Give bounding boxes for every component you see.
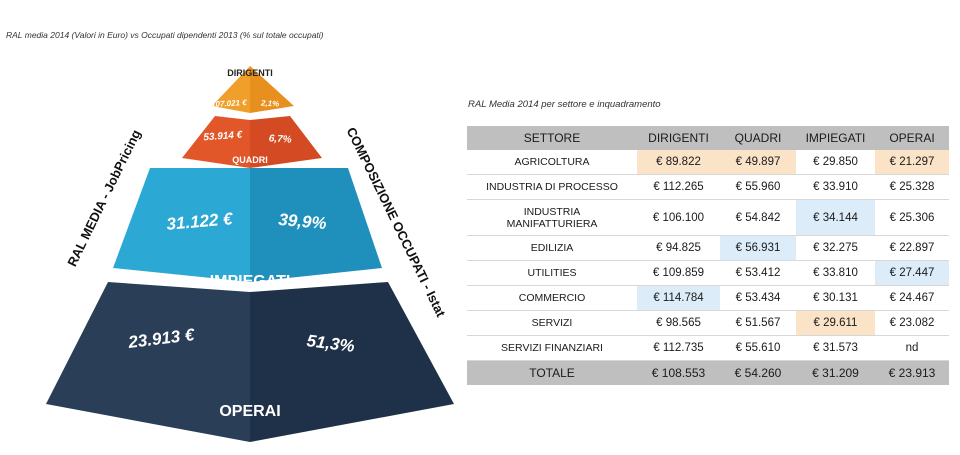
- table-cell: € 34.144: [796, 200, 875, 236]
- tier-operai-name: OPERAI: [219, 403, 280, 420]
- table-total-row: TOTALE € 108.553 € 54.260 € 31.209 € 23.913: [467, 361, 949, 385]
- table-cell: € 56.931: [720, 236, 796, 261]
- tier-quadri-name: QUADRI: [232, 155, 268, 165]
- table-cell: € 23.082: [875, 311, 949, 336]
- table-cell: € 29.850: [796, 150, 875, 175]
- table-cell: € 53.434: [720, 286, 796, 311]
- table-cell: € 25.328: [875, 175, 949, 200]
- table-row: SERVIZI € 98.565 € 51.567 € 29.611 € 23.082: [467, 311, 949, 336]
- table-cell: € 51.567: [720, 311, 796, 336]
- header-quadri: QUADRI: [720, 126, 796, 150]
- table-row: AGRICOLTURA € 89.822 € 49.897 € 29.850 € 21.…: [467, 150, 949, 175]
- tier-quadri-right-face: [250, 116, 322, 168]
- table-cell: € 55.960: [720, 175, 796, 200]
- header-operai: OPERAI: [875, 126, 949, 150]
- pyramid-chart: DIRIGENTI 107.021 € 2,1% QUADRI 53.914 € 6,7%…: [0, 0, 460, 455]
- table-cell: € 31.573: [796, 336, 875, 361]
- tier-dirigenti-left-face: [212, 66, 250, 113]
- tier-impiegati-left-face: [113, 168, 250, 282]
- chart-caption: RAL media 2014 (Valori in Euro) vs Occup…: [6, 30, 324, 40]
- table-header-row: SETTORE DIRIGENTI QUADRI IMPIEGATI OPERA…: [467, 126, 949, 150]
- tier-operai-left-face: [46, 282, 250, 442]
- total-cell: € 108.553: [637, 361, 720, 385]
- sector-label: SERVIZI FINANZIARI: [467, 336, 637, 361]
- table-cell: € 55.610: [720, 336, 796, 361]
- table-title: RAL Media 2014 per settore e inquadramen…: [468, 99, 661, 110]
- table-cell: € 94.825: [637, 236, 720, 261]
- tier-dirigenti-right-face: [250, 66, 294, 113]
- tier-dirigenti-name: DIRIGENTI: [227, 68, 273, 78]
- table-cell: € 109.859: [637, 261, 720, 286]
- table-row: INDUSTRIA DI PROCESSO € 112.265 € 55.960 € …: [467, 175, 949, 200]
- total-cell: € 54.260: [720, 361, 796, 385]
- tier-impiegati-share-label: 39,9%: [278, 210, 328, 233]
- table-cell: € 33.910: [796, 175, 875, 200]
- pyramid-svg: DIRIGENTI 107.021 € 2,1% QUADRI 53.914 € 6,7%…: [46, 66, 454, 442]
- table-cell: € 24.467: [875, 286, 949, 311]
- sector-label: INDUSTRIA MANIFATTURIERA: [467, 200, 637, 236]
- sector-label: AGRICOLTURA: [467, 150, 637, 175]
- sector-label: EDILIZIA: [467, 236, 637, 261]
- header-settore: SETTORE: [467, 126, 637, 150]
- table-cell: € 106.100: [637, 200, 720, 236]
- tier-quadri-left-face: [182, 116, 250, 168]
- table-cell: € 22.897: [875, 236, 949, 261]
- sector-label: UTILITIES: [467, 261, 637, 286]
- table-cell: € 29.611: [796, 311, 875, 336]
- table-cell: € 54.842: [720, 200, 796, 236]
- tier-impiegati-name: IMPIEGATI: [210, 273, 291, 290]
- sector-label: SERVIZI: [467, 311, 637, 336]
- sector-label: INDUSTRIA DI PROCESSO: [467, 175, 637, 200]
- tier-quadri-share-label: 6,7%: [268, 133, 292, 146]
- table-cell: € 112.265: [637, 175, 720, 200]
- tier-quadri-ral-label: 53.914 €: [203, 130, 243, 144]
- table-cell: € 114.784: [637, 286, 720, 311]
- table-cell: € 49.897: [720, 150, 796, 175]
- table-cell: € 89.822: [637, 150, 720, 175]
- ral-table: SETTORE DIRIGENTI QUADRI IMPIEGATI OPERA…: [467, 126, 949, 385]
- table-row: SERVIZI FINANZIARI € 112.735 € 55.610 € 31.…: [467, 336, 949, 361]
- table-cell: € 21.297: [875, 150, 949, 175]
- table-row: COMMERCIO € 114.784 € 53.434 € 30.131 € 24.4…: [467, 286, 949, 311]
- tier-dirigenti-ral-label: 107.021 €: [211, 98, 248, 109]
- header-impiegati: IMPIEGATI: [796, 126, 875, 150]
- table-cell: € 112.735: [637, 336, 720, 361]
- table-cell: € 25.306: [875, 200, 949, 236]
- total-label: TOTALE: [467, 361, 637, 385]
- table-row: EDILIZIA € 94.825 € 56.931 € 32.275 € 22.897: [467, 236, 949, 261]
- sector-label: COMMERCIO: [467, 286, 637, 311]
- tier-dirigenti-share-label: 2,1%: [260, 98, 280, 108]
- sector-label-line: MANIFATTURIERA: [506, 217, 598, 230]
- table-cell: € 30.131: [796, 286, 875, 311]
- tier-impiegati-right-face: [250, 168, 382, 282]
- total-cell: € 31.209: [796, 361, 875, 385]
- table-cell: € 53.412: [720, 261, 796, 286]
- tier-operai-right-face: [250, 282, 454, 442]
- header-dirigenti: DIRIGENTI: [637, 126, 720, 150]
- table-row: INDUSTRIA MANIFATTURIERA € 106.100 € 54.842…: [467, 200, 949, 236]
- total-cell: € 23.913: [875, 361, 949, 385]
- table-cell: € 98.565: [637, 311, 720, 336]
- table-row: UTILITIES € 109.859 € 53.412 € 33.810 € 27.4…: [467, 261, 949, 286]
- table-cell: € 27.447: [875, 261, 949, 286]
- table-cell: € 32.275: [796, 236, 875, 261]
- sector-label-line: INDUSTRIA: [523, 205, 581, 218]
- table-cell: nd: [875, 336, 949, 361]
- table-cell: € 33.810: [796, 261, 875, 286]
